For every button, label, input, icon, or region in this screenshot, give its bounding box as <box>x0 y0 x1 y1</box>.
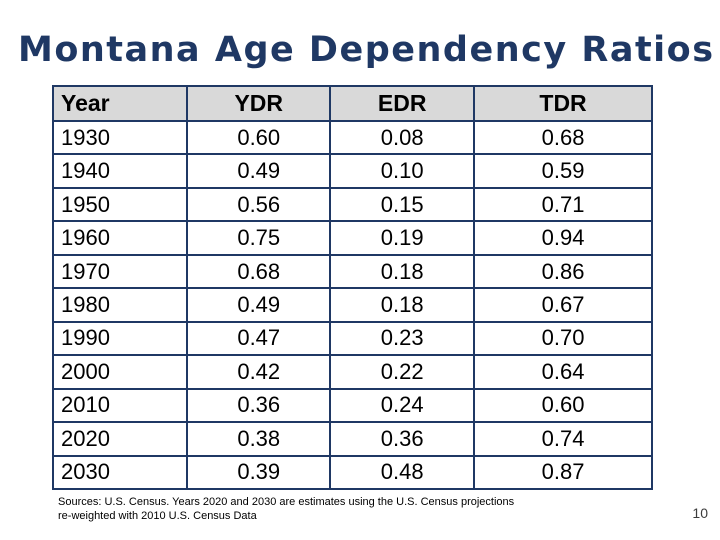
value-cell: 0.18 <box>329 253 476 290</box>
value-cell: 0.60 <box>186 119 332 156</box>
year-cell: 1970 <box>51 253 189 290</box>
table-row: 2030 0.39 0.48 0.87 <box>51 454 653 491</box>
year-cell: 1930 <box>51 119 189 156</box>
value-cell: 0.67 <box>473 287 653 323</box>
table-row: 1960 0.75 0.19 0.94 <box>51 220 653 256</box>
value-cell: 0.19 <box>329 220 476 256</box>
value-cell: 0.36 <box>329 421 476 457</box>
value-cell: 0.47 <box>186 320 332 357</box>
value-cell: 0.08 <box>329 119 476 156</box>
page-title: Montana Age Dependency Ratios <box>18 30 715 70</box>
table-row: 2000 0.42 0.22 0.64 <box>51 354 653 390</box>
year-cell: 1980 <box>51 287 189 323</box>
value-cell: 0.48 <box>329 454 476 491</box>
year-cell: 1990 <box>51 320 189 357</box>
value-cell: 0.68 <box>473 119 653 156</box>
year-cell: 2030 <box>51 454 189 491</box>
value-cell: 0.23 <box>329 320 476 357</box>
value-cell: 0.71 <box>473 186 653 223</box>
value-cell: 0.86 <box>473 253 653 290</box>
value-cell: 0.39 <box>186 454 332 491</box>
year-cell: 1960 <box>51 220 189 256</box>
table-row: 1980 0.49 0.18 0.67 <box>51 287 653 323</box>
table-header-row: Year YDR EDR TDR <box>51 85 653 122</box>
value-cell: 0.94 <box>473 220 653 256</box>
table-row: 1990 0.47 0.23 0.70 <box>51 320 653 357</box>
year-cell: 2000 <box>51 354 189 390</box>
value-cell: 0.49 <box>186 287 332 323</box>
table-row: 1970 0.68 0.18 0.86 <box>51 253 653 290</box>
value-cell: 0.59 <box>473 153 653 189</box>
column-header-tdr: TDR <box>473 85 653 122</box>
value-cell: 0.49 <box>186 153 332 189</box>
page-number: 10 <box>692 505 708 521</box>
table-header: Year YDR EDR TDR <box>51 85 653 122</box>
value-cell: 0.15 <box>329 186 476 223</box>
year-cell: 1950 <box>51 186 189 223</box>
table-row: 2020 0.38 0.36 0.74 <box>51 421 653 457</box>
value-cell: 0.60 <box>473 387 653 424</box>
year-cell: 2010 <box>51 387 189 424</box>
value-cell: 0.38 <box>186 421 332 457</box>
value-cell: 0.75 <box>186 220 332 256</box>
value-cell: 0.68 <box>186 253 332 290</box>
value-cell: 0.74 <box>473 421 653 457</box>
source-note-line1: Sources: U.S. Census. Years 2020 and 203… <box>58 496 515 508</box>
column-header-edr: EDR <box>329 85 476 122</box>
value-cell: 0.18 <box>329 287 476 323</box>
table-row: 1950 0.56 0.15 0.71 <box>51 186 653 223</box>
value-cell: 0.10 <box>329 153 476 189</box>
value-cell: 0.64 <box>473 354 653 390</box>
source-note: Sources: U.S. Census. Years 2020 and 203… <box>58 496 514 523</box>
value-cell: 0.42 <box>186 354 332 390</box>
value-cell: 0.36 <box>186 387 332 424</box>
table-row: 1930 0.60 0.08 0.68 <box>51 119 653 156</box>
table-row: 1940 0.49 0.10 0.59 <box>51 153 653 189</box>
year-cell: 2020 <box>51 421 189 457</box>
value-cell: 0.24 <box>329 387 476 424</box>
source-note-line2: re-weighted with 2010 U.S. Census Data <box>58 509 257 522</box>
column-header-year: Year <box>51 85 189 122</box>
dependency-ratios-table: Year YDR EDR TDR 1930 0.60 0.08 0.68 1940 0.49 0.… <box>51 85 653 491</box>
value-cell: 0.56 <box>186 186 332 223</box>
year-cell: 1940 <box>51 153 189 189</box>
value-cell: 0.70 <box>473 320 653 357</box>
column-header-ydr: YDR <box>186 85 332 122</box>
table-row: 2010 0.36 0.24 0.60 <box>51 387 653 424</box>
table-body: 1930 0.60 0.08 0.68 1940 0.49 0.10 0.59 1950 0.56… <box>51 119 653 491</box>
value-cell: 0.87 <box>473 454 653 491</box>
value-cell: 0.22 <box>329 354 476 390</box>
